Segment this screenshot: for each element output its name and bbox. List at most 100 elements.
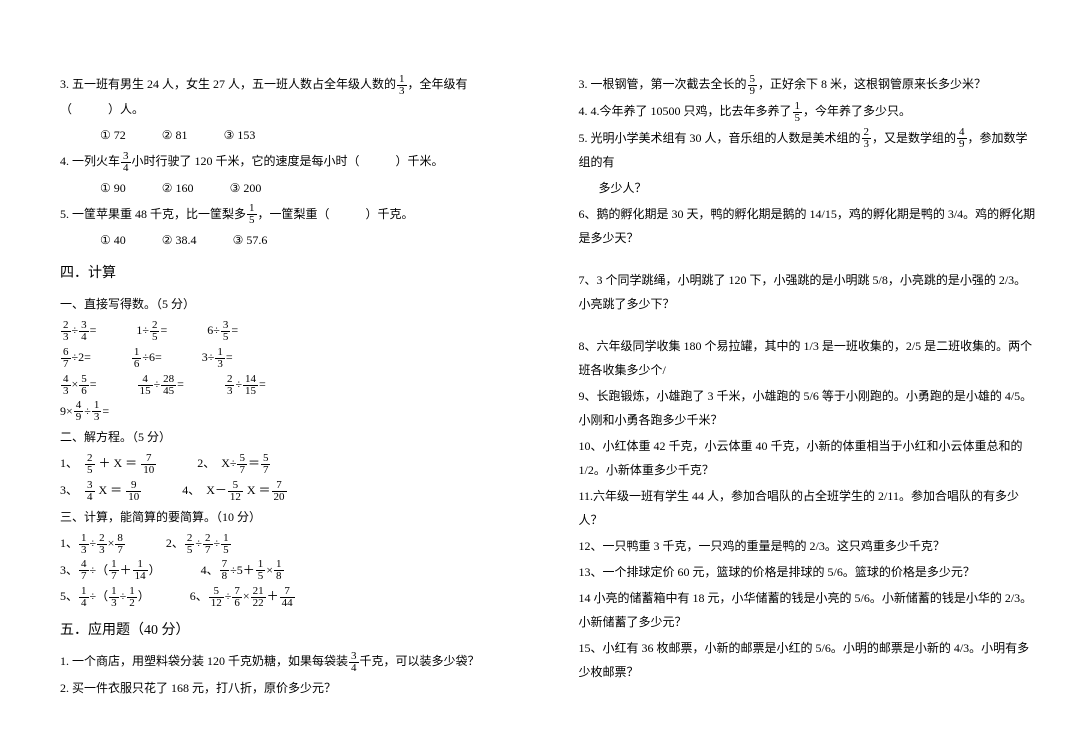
q-num: 3. — [60, 77, 69, 91]
fraction: 57 — [261, 453, 271, 476]
mc-q5: 5. 一筐苹果重 48 千克，比一筐梨多15，一筐梨重（ ）千克。 — [60, 202, 519, 227]
opt: ② 160 — [162, 181, 194, 195]
q-num: 1. — [60, 654, 69, 668]
fraction: 34 — [79, 320, 89, 343]
fraction: 34 — [121, 151, 131, 174]
fraction: 720 — [272, 480, 287, 503]
q-num: 5. — [579, 131, 588, 145]
fraction: 910 — [126, 480, 141, 503]
left-column: 3. 五一班有男生 24 人，女生 27 人，五一班人数占全年级人数的13，全年… — [60, 70, 519, 702]
fraction: 18 — [274, 559, 284, 582]
app-q2: 2. 买一件衣服只花了 168 元，打八折，原价多少元？ — [60, 676, 519, 700]
expr: 3÷13= — [202, 345, 233, 370]
expr-row: 5、14÷（13÷12）6、512÷76×2122＋744 — [60, 584, 519, 609]
calc-b-title: 二、解方程。（5 分） — [60, 425, 519, 449]
r-q6: 6、鹅的孵化期是 30 天，鸭的孵化期是鹅的 14/15，鸡的孵化期是鸭的 3/… — [579, 202, 1038, 250]
opt: ① 40 — [100, 233, 126, 247]
fraction: 27 — [203, 533, 213, 556]
opt: ③ 200 — [230, 181, 262, 195]
expr: 3、 34 X ＝ 910 — [60, 478, 142, 503]
r-q14: 14 小亮的储蓄箱中有 18 元，小华储蓄的钱是小亮的 5/6。小新储蓄的钱是小… — [579, 586, 1038, 634]
fraction: 2845 — [161, 374, 176, 397]
fraction: 25 — [150, 320, 160, 343]
opt: ① 90 — [100, 181, 126, 195]
fraction: 87 — [115, 533, 125, 556]
opt: ③ 153 — [224, 128, 256, 142]
q-text: ，今年养了多少只。 — [803, 104, 911, 118]
q-text: ，正好余下 8 米，这根钢管原来长多少米？ — [758, 77, 986, 91]
fraction: 710 — [141, 453, 156, 476]
fraction: 49 — [957, 127, 967, 150]
section-4-title: 四．计算 — [60, 260, 519, 288]
expr: 1、13÷23×87 — [60, 531, 126, 556]
expr-row: 9×49÷13= — [60, 399, 519, 424]
fraction: 23 — [61, 320, 71, 343]
calc-c-title: 三、计算，能简算的要简算。（10 分） — [60, 505, 519, 529]
expr: 16÷6= — [131, 345, 162, 370]
q-num: 4. — [579, 104, 588, 118]
fraction: 57 — [237, 453, 247, 476]
fraction: 59 — [748, 74, 758, 97]
expr-row: 3、47÷（17＋114）4、78÷5＋15×18 — [60, 558, 519, 583]
fraction: 512 — [209, 586, 224, 609]
expr: 2、 X÷57＝57 — [197, 451, 271, 476]
fraction: 1415 — [243, 374, 258, 397]
r-q8: 8、六年级同学收集 180 个易拉罐，其中的 1/3 是一班收集的，2/5 是二… — [579, 334, 1038, 382]
fraction: 17 — [109, 559, 119, 582]
expr: 415÷2845= — [137, 372, 184, 397]
expr: 23÷1415= — [224, 372, 266, 397]
expr: 2、25÷27÷15 — [166, 531, 232, 556]
fraction: 13 — [92, 400, 102, 423]
calc-c-block: 1、13÷23×87 2、25÷27÷153、47÷（17＋114）4、78÷5＋… — [60, 531, 519, 609]
fraction: 13 — [79, 533, 89, 556]
q-text: 一根钢管，第一次截去全长的 — [591, 77, 747, 91]
expr: 4、 X－512 X ＝720 — [182, 478, 287, 503]
expr: 1÷25= — [136, 318, 167, 343]
r-q5: 5. 光明小学美术组有 30 人，音乐组的人数是美术组的23，又是数学组的49，… — [579, 126, 1038, 175]
expr-row: 1、13÷23×87 2、25÷27÷15 — [60, 531, 519, 556]
q-text: 一列火车 — [72, 154, 120, 168]
fraction: 12 — [127, 586, 137, 609]
fraction: 43 — [61, 374, 71, 397]
opt: ② 38.4 — [162, 233, 197, 247]
q-num: 3. — [579, 77, 588, 91]
q-num: 2. — [60, 681, 69, 695]
fraction: 744 — [280, 586, 295, 609]
fraction: 15 — [247, 203, 257, 226]
r-q3: 3. 一根钢管，第一次截去全长的59，正好余下 8 米，这根钢管原来长多少米？ — [579, 72, 1038, 97]
expr-row: 3、 34 X ＝ 910 4、 X－512 X ＝720 — [60, 478, 519, 503]
fraction: 67 — [61, 347, 71, 370]
fraction: 34 — [349, 651, 359, 674]
fraction: 56 — [79, 374, 89, 397]
fraction: 76 — [232, 586, 242, 609]
fraction: 23 — [862, 127, 872, 150]
q-text: ，又是数学组的 — [872, 131, 956, 145]
expr: 5、14÷（13÷12） — [60, 584, 150, 609]
expr: 67÷2= — [60, 345, 91, 370]
fraction: 23 — [97, 533, 107, 556]
fraction: 13 — [215, 347, 225, 370]
q-text: 五一班有男生 24 人，女生 27 人，五一班人数占全年级人数的 — [72, 77, 396, 91]
spacer — [579, 318, 1038, 332]
expr: 9×49÷13= — [60, 399, 109, 424]
expr-row: 67÷2= 16÷6= 3÷13= — [60, 345, 519, 370]
q-text: 一个商店，用塑料袋分装 120 千克奶糖，如果每袋装 — [72, 654, 348, 668]
expr-row: 1、 25 ＋ X ＝ 7102、 X÷57＝57 — [60, 451, 519, 476]
fraction: 512 — [228, 480, 243, 503]
spacer — [579, 252, 1038, 266]
expr: 4、78÷5＋15×18 — [201, 558, 285, 583]
fraction: 114 — [133, 559, 148, 582]
expr: 6÷35= — [207, 318, 238, 343]
calc-b-block: 1、 25 ＋ X ＝ 7102、 X÷57＝573、 34 X ＝ 9104、… — [60, 451, 519, 503]
fraction: 35 — [221, 320, 231, 343]
fraction: 25 — [185, 533, 195, 556]
q-text: 4.今年养了 10500 只鸡，比去年多养了 — [591, 104, 792, 118]
r-q15: 15、小红有 36 枚邮票，小新的邮票是小红的 5/6。小明的邮票是小新的 4/… — [579, 636, 1038, 684]
opt: ③ 57.6 — [233, 233, 268, 247]
calc-a-title: 一、直接写得数。（5 分） — [60, 292, 519, 316]
r-q4: 4. 4.今年养了 10500 只鸡，比去年多养了15，今年养了多少只。 — [579, 99, 1038, 124]
q-text: 买一件衣服只花了 168 元，打八折，原价多少元？ — [72, 681, 336, 695]
expr-row: 23÷34=1÷25=6÷35= — [60, 318, 519, 343]
mc-q5-opts: ① 40 ② 38.4 ③ 57.6 — [60, 228, 519, 252]
q-text: 小时行驶了 120 千米，它的速度是每小时（ ）千米。 — [132, 154, 444, 168]
